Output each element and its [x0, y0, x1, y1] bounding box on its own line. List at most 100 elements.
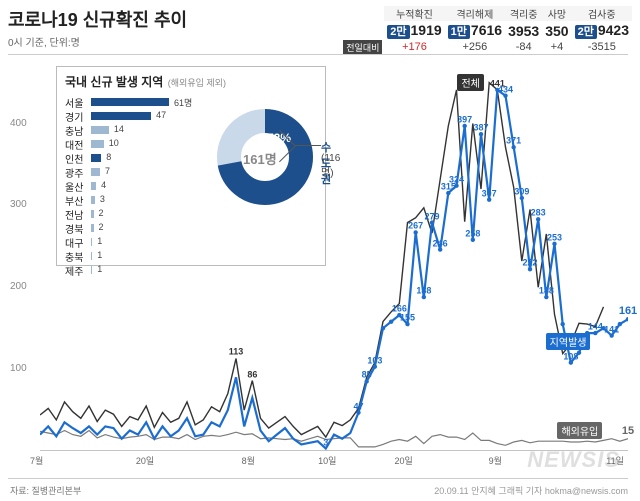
bar-row: 전남2	[65, 207, 195, 221]
data-label: 309	[514, 187, 529, 197]
bar-track: 7	[91, 168, 195, 176]
stats-diff-value: +256	[445, 40, 505, 54]
credit-text: 20.09.11 안지혜 그래픽 기자 hokma@newsis.com	[434, 484, 628, 497]
bar-region-label: 부산	[65, 193, 91, 208]
stats-value: 3953	[505, 21, 542, 40]
data-label: 188	[539, 286, 554, 296]
bar-track: 8	[91, 154, 195, 162]
donut-label-sub: (116명)	[321, 153, 340, 179]
bar-row: 광주7	[65, 165, 195, 179]
bar-region-label: 인천	[65, 151, 91, 166]
data-label: 387	[473, 123, 488, 133]
bar-fill	[91, 224, 94, 232]
bar-track: 10	[91, 140, 195, 148]
bar-value: 1	[97, 236, 102, 246]
series-tag: 해외유입	[557, 422, 602, 439]
stats-col-header: 사망	[542, 6, 571, 21]
bar-value: 2	[99, 222, 104, 232]
series-tag: 지역발생	[546, 333, 591, 350]
bar-region-label: 충남	[65, 123, 91, 138]
bar-fill	[91, 140, 104, 148]
data-label: 103	[367, 355, 382, 365]
data-label: 253	[547, 232, 562, 242]
bar-region-label: 충북	[65, 249, 91, 264]
data-label: 371	[506, 136, 521, 146]
y-tick: 200	[10, 281, 27, 292]
bar-track: 1	[91, 238, 195, 246]
x-tick: 20일	[395, 454, 413, 467]
stats-col-header: 검사중	[572, 6, 632, 21]
bar-region-label: 광주	[65, 165, 91, 180]
bar-region-label: 울산	[65, 179, 91, 194]
bar-track: 4	[91, 182, 195, 190]
data-label: 85	[362, 370, 372, 380]
bar-fill	[91, 252, 92, 260]
bar-track: 2	[91, 210, 195, 218]
bar-value: 3	[100, 194, 105, 204]
bar-value: 8	[106, 152, 111, 162]
bar-region-label: 대구	[65, 235, 91, 250]
bar-region-label: 경기	[65, 109, 91, 124]
title-block: 코로나19 신규확진 추이 0시 기준, 단위:명	[8, 6, 187, 54]
y-tick: 100	[10, 363, 27, 374]
bar-row: 대구 1	[65, 235, 195, 249]
data-label: 279	[424, 211, 439, 221]
data-label: 161	[619, 305, 637, 317]
bar-fill	[91, 266, 92, 274]
data-label: 434	[498, 84, 513, 94]
data-label: 86	[247, 369, 257, 379]
data-label: 222	[522, 258, 537, 268]
data-label: 258	[465, 228, 480, 238]
inset-panel: 국내 신규 발생 지역 (해외유입 제외) 서울61명경기47충남14대전10인…	[56, 66, 326, 266]
data-label: 155	[400, 313, 415, 323]
bar-row: 충북 1	[65, 249, 195, 263]
bar-row: 울산 4	[65, 179, 195, 193]
data-label: 15	[622, 425, 634, 437]
bar-value: 4	[101, 180, 106, 190]
bar-value: 1	[97, 250, 102, 260]
data-label: 307	[482, 188, 497, 198]
bar-track: 3	[91, 196, 195, 204]
data-label: 267	[408, 221, 423, 231]
bar-track: 61명	[91, 98, 195, 106]
bar-track: 14	[91, 126, 195, 134]
bar-region-label: 제주	[65, 263, 91, 278]
data-label: 283	[531, 208, 546, 218]
data-label: 3	[323, 437, 328, 447]
bar-track: 2	[91, 224, 195, 232]
data-label: 144	[588, 322, 603, 332]
data-label: 324	[449, 174, 464, 184]
stats-diff-label: 전일대비	[343, 40, 382, 55]
stats-value: 350	[542, 21, 571, 40]
bar-value: 61명	[174, 96, 192, 109]
data-label: 47	[353, 401, 363, 411]
bar-track: 1	[91, 252, 195, 260]
bar-track: 1	[91, 266, 195, 274]
bar-row: 제주 1	[65, 263, 195, 277]
bar-row: 충남14	[65, 123, 195, 137]
inset-title: 국내 신규 발생 지역 (해외유입 제외)	[65, 73, 317, 91]
y-tick: 300	[10, 199, 27, 210]
bar-fill	[91, 210, 94, 218]
x-tick: 20일	[136, 454, 154, 467]
bar-fill	[91, 168, 100, 176]
divider	[8, 478, 628, 479]
bar-fill	[91, 112, 151, 120]
data-label: 113	[229, 347, 244, 357]
stats-value: 2만1919	[384, 21, 444, 40]
bar-row: 경기 47	[65, 109, 195, 123]
stats-diff-value: -84	[505, 40, 542, 54]
stats-col-header: 격리중	[505, 6, 542, 21]
bar-value: 47	[156, 110, 166, 120]
page-subtitle: 0시 기준, 단위:명	[8, 34, 187, 49]
bar-value: 1	[97, 264, 102, 274]
bar-fill	[91, 154, 101, 162]
y-tick: 400	[10, 118, 27, 129]
bar-region-label: 전남	[65, 207, 91, 222]
page-title: 코로나19 신규확진 추이	[8, 6, 187, 32]
watermark: NEWSIS	[527, 447, 620, 473]
data-label: 108	[563, 351, 578, 361]
bar-row: 대전10	[65, 137, 195, 151]
infographic-container: 코로나19 신규확진 추이 0시 기준, 단위:명 누적확진격리해제격리중사망검…	[0, 0, 640, 501]
stats-diff-value: +176	[384, 40, 444, 54]
